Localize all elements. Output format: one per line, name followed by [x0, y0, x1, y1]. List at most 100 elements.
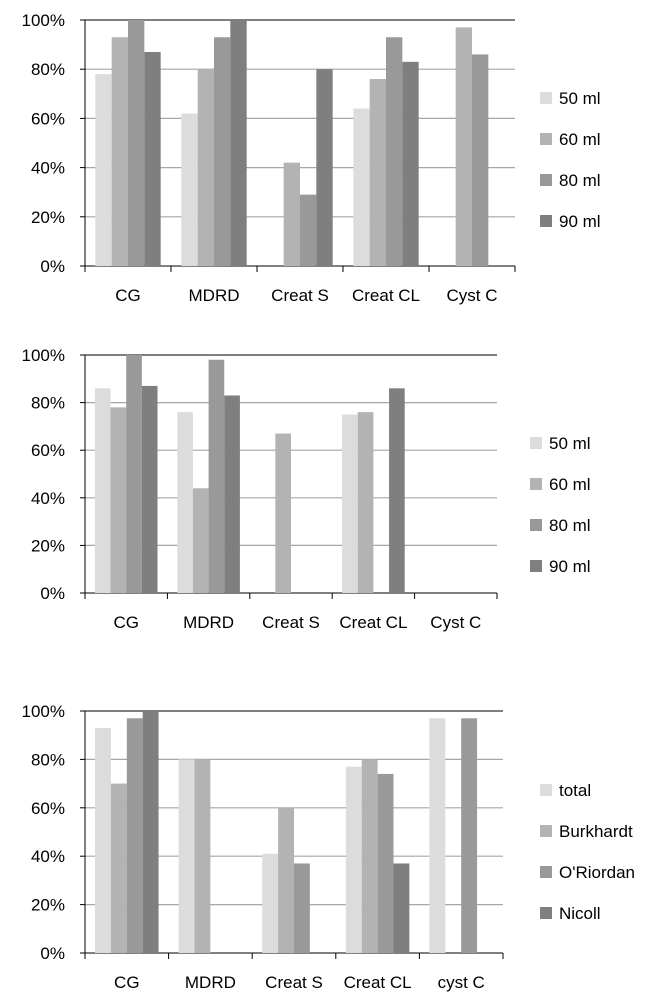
y-tick-label: 60% [31, 441, 65, 460]
legend-swatch [530, 437, 542, 449]
bar [128, 20, 145, 266]
legend-label: 90 ml [549, 557, 591, 576]
y-tick-label: 20% [31, 208, 65, 227]
bar [126, 718, 143, 953]
legend-label: Burkhardt [559, 822, 633, 841]
bar [361, 759, 378, 953]
legend-swatch [540, 784, 552, 796]
x-tick-label: cyst C [438, 973, 485, 992]
bar-chart-1: 0% 20% 40% 60% 80% 100% CG MDRD Creat S Creat CL C… [22, 11, 601, 305]
legend-label: 90 ml [559, 212, 601, 231]
legend-swatch [540, 133, 552, 145]
y-tick-label: 20% [31, 896, 65, 915]
bar [110, 407, 127, 593]
x-tick-label: MDRD [183, 613, 234, 632]
bar-chart-3: 0% 20% 40% 60% 80% 100% CG MDRD Creat S Creat CL c… [22, 702, 636, 992]
bar [144, 51, 161, 267]
legend-swatch [540, 215, 552, 227]
bar [283, 162, 300, 266]
legend-swatch [530, 519, 542, 531]
bar [386, 37, 403, 266]
bar [141, 385, 158, 593]
bar [111, 37, 128, 266]
bar [377, 773, 394, 953]
y-tick-label: 40% [31, 847, 65, 866]
x-tick-label: Creat CL [344, 973, 412, 992]
bar [342, 414, 358, 593]
legend-label: 80 ml [549, 516, 591, 535]
x-tick-label: CG [114, 973, 140, 992]
bar [389, 388, 405, 593]
x-tick-label: Cyst C [430, 613, 481, 632]
bar [214, 37, 231, 266]
x-tick-label: Creat S [271, 286, 329, 305]
bar [192, 488, 209, 593]
y-tick-label: 20% [31, 536, 65, 555]
bar [95, 74, 112, 267]
bar [262, 853, 279, 953]
y-tick-label: 60% [31, 109, 65, 128]
bar [194, 759, 211, 953]
bar [197, 69, 214, 266]
y-tick-label: 40% [31, 159, 65, 178]
y-tick-label: 0% [40, 944, 65, 963]
bar [142, 711, 159, 953]
y-tick-label: 0% [40, 584, 65, 603]
bar [472, 54, 489, 266]
bar [402, 61, 419, 266]
legend-label: 60 ml [549, 475, 591, 494]
legend-swatch [540, 92, 552, 104]
legend-label: 50 ml [559, 89, 601, 108]
bar [357, 412, 374, 593]
legend-label: Nicoll [559, 904, 601, 923]
legend-swatch [540, 866, 552, 878]
y-tick-label: 80% [31, 394, 65, 413]
y-tick-label: 60% [31, 799, 65, 818]
bar [224, 395, 240, 593]
legend-label: O'Riordan [559, 863, 635, 882]
bar [230, 20, 247, 266]
legend-label: 50 ml [549, 434, 591, 453]
legend-label: 60 ml [559, 130, 601, 149]
y-tick-label: 100% [22, 346, 65, 365]
x-tick-label: Cyst C [447, 286, 498, 305]
bar [278, 807, 294, 953]
x-tick-label: MDRD [189, 286, 240, 305]
legend-swatch [530, 560, 542, 572]
legend-label: total [559, 781, 591, 800]
legend-swatch [540, 907, 552, 919]
bar [345, 766, 362, 953]
bar [126, 355, 142, 593]
bar [369, 79, 386, 266]
x-tick-label: Creat CL [352, 286, 420, 305]
bar [178, 759, 195, 953]
bar [455, 27, 472, 266]
y-tick-label: 80% [31, 60, 65, 79]
bar [275, 433, 291, 593]
bar [300, 194, 317, 266]
y-tick-label: 100% [22, 11, 65, 30]
bar [316, 69, 333, 266]
bar-chart-2: 0% 20% 40% 60% 80% 100% CG MDRD Creat S Creat CL C… [22, 346, 591, 632]
x-tick-label: MDRD [185, 973, 236, 992]
legend-swatch [530, 478, 542, 490]
y-tick-label: 80% [31, 750, 65, 769]
y-tick-label: 0% [40, 257, 65, 276]
bar [393, 863, 410, 953]
bar [353, 108, 370, 266]
bar [177, 412, 193, 593]
y-tick-label: 40% [31, 489, 65, 508]
bar [429, 718, 446, 953]
bar [294, 863, 310, 953]
bar [181, 113, 198, 266]
bar [95, 727, 111, 953]
bar [208, 359, 225, 593]
legend-label: 80 ml [559, 171, 601, 190]
x-tick-label: Creat CL [339, 613, 407, 632]
y-tick-label: 100% [22, 702, 65, 721]
x-tick-label: CG [113, 613, 139, 632]
x-tick-label: CG [115, 286, 141, 305]
bar [461, 718, 478, 953]
